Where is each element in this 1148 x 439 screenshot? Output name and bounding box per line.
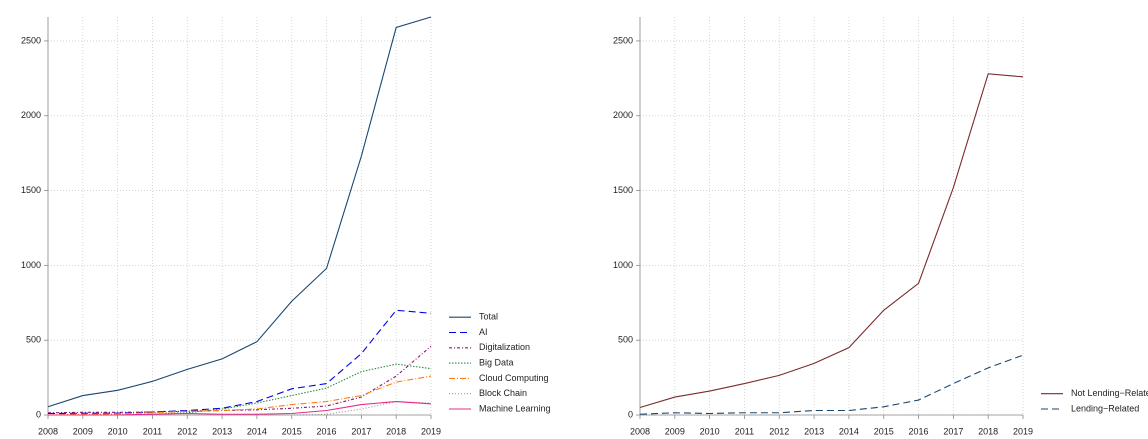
x-tick-label: 2013 — [804, 426, 824, 436]
x-tick-label: 2019 — [1013, 426, 1033, 436]
legend-label: Total — [479, 312, 498, 322]
series-line — [639, 354, 1024, 415]
y-tick-label: 1000 — [613, 260, 633, 270]
x-tick-label: 2017 — [943, 426, 963, 436]
y-tick-label: 2000 — [21, 110, 41, 120]
y-tick-label: 2000 — [613, 110, 633, 120]
y-tick-label: 1500 — [613, 185, 633, 195]
legend-label: Big Data — [479, 357, 514, 367]
x-tick-label: 2011 — [735, 426, 754, 436]
legend-label: Cloud Computing — [479, 373, 549, 383]
series-line — [639, 73, 1024, 409]
legend-label: Lending−Related — [1071, 403, 1139, 413]
x-tick-label: 2010 — [700, 426, 720, 436]
legend-label: Block Chain — [479, 388, 527, 398]
x-tick-label: 2017 — [351, 426, 371, 436]
x-tick-label: 2018 — [978, 426, 998, 436]
y-tick-label: 1000 — [21, 260, 41, 270]
x-tick-label: 2012 — [769, 426, 789, 436]
series-line — [47, 345, 432, 414]
y-tick-label: 1500 — [21, 185, 41, 195]
x-tick-label: 2014 — [839, 426, 859, 436]
x-tick-label: 2011 — [143, 426, 162, 436]
legend-label: Machine Learning — [479, 403, 551, 413]
y-tick-label: 500 — [26, 335, 41, 345]
x-tick-label: 2013 — [212, 426, 232, 436]
x-tick-label: 2008 — [630, 426, 650, 436]
y-tick-label: 2500 — [613, 35, 633, 45]
x-tick-label: 2014 — [247, 426, 267, 436]
x-tick-label: 2008 — [38, 426, 58, 436]
y-tick-label: 0 — [628, 409, 633, 419]
series-line — [47, 375, 432, 416]
x-tick-label: 2012 — [177, 426, 197, 436]
y-tick-label: 500 — [618, 335, 633, 345]
legend-label: AI — [479, 327, 488, 337]
x-tick-label: 2015 — [282, 426, 302, 436]
x-tick-label: 2010 — [108, 426, 128, 436]
series-line — [47, 16, 432, 408]
series-line — [47, 309, 432, 415]
y-tick-label: 0 — [36, 409, 41, 419]
x-tick-label: 2016 — [909, 426, 929, 436]
series-line — [48, 400, 432, 416]
x-tick-label: 2019 — [421, 426, 441, 436]
x-tick-label: 2016 — [317, 426, 337, 436]
legend-label: Not Lending−Related — [1071, 388, 1148, 398]
x-tick-label: 2015 — [874, 426, 894, 436]
x-tick-label: 2018 — [386, 426, 406, 436]
x-tick-label: 2009 — [665, 426, 685, 436]
legend-label: Digitalization — [479, 342, 530, 352]
y-tick-label: 2500 — [21, 35, 41, 45]
x-tick-label: 2009 — [73, 426, 93, 436]
